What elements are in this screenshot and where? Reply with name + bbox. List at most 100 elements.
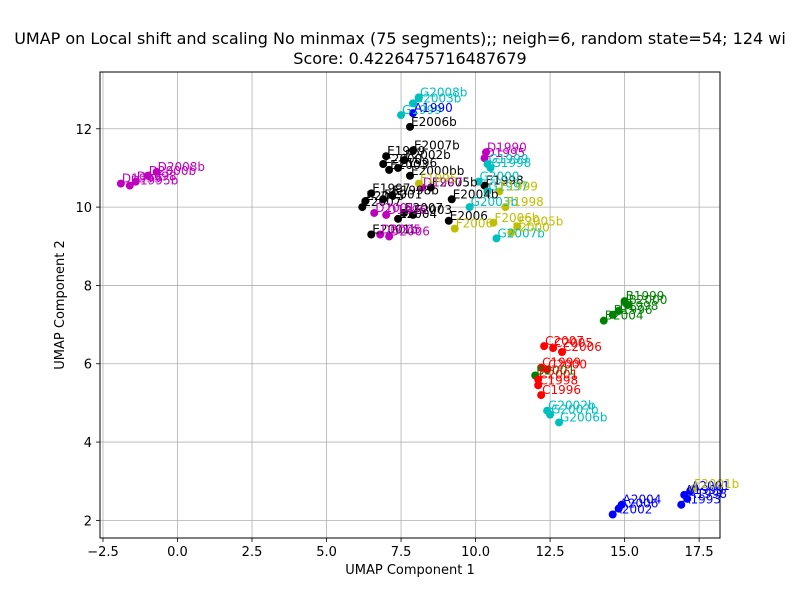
- data-point-label: G1999: [489, 152, 529, 166]
- x-tick-label: 15.0: [610, 545, 639, 560]
- data-points: [116, 93, 698, 519]
- data-point-label: E2007: [405, 201, 443, 215]
- data-point: [152, 167, 161, 176]
- x-tick-label: 7.5: [391, 545, 412, 560]
- x-tick-label: 17.5: [685, 545, 714, 560]
- x-tick-label: 2.5: [242, 545, 263, 560]
- data-point-label: E1997: [372, 181, 410, 195]
- y-tick-label: 12: [75, 123, 92, 138]
- data-point-label: C1999: [542, 356, 581, 370]
- x-tick-label: −2.5: [87, 545, 119, 560]
- data-point-label: D2000b: [149, 164, 196, 178]
- data-point-label: F2005b: [518, 215, 563, 229]
- data-point-label: D2005: [381, 223, 421, 237]
- data-point: [358, 203, 367, 212]
- y-tick-label: 4: [84, 436, 92, 451]
- data-point-label: G2002b: [548, 399, 595, 413]
- x-tick-label: 12.5: [536, 545, 565, 560]
- data-point: [385, 165, 394, 174]
- data-point: [376, 230, 385, 239]
- data-point: [397, 111, 406, 120]
- data-point-label: D1995b: [131, 174, 178, 188]
- data-point-label: B1999: [626, 289, 665, 303]
- data-point: [382, 210, 391, 219]
- data-point: [394, 214, 403, 223]
- data-point: [483, 187, 492, 196]
- data-point: [116, 179, 125, 188]
- plot-frame: [99, 71, 721, 539]
- data-point: [370, 208, 379, 217]
- data-point-label: A1999: [685, 483, 724, 497]
- data-point-label: B2001: [536, 363, 575, 377]
- data-point: [614, 306, 623, 315]
- x-tick-label: 10.0: [461, 545, 490, 560]
- data-point-label: E1998b: [393, 183, 439, 197]
- data-point-label: C2007: [545, 334, 584, 348]
- data-point-label: G1998: [491, 156, 531, 170]
- data-point: [367, 189, 376, 198]
- data-point-label: E2003: [390, 158, 428, 172]
- data-point-label: G2007b: [551, 403, 598, 417]
- data-point: [599, 316, 608, 325]
- data-point: [388, 191, 397, 200]
- data-point: [608, 310, 617, 319]
- data-point: [367, 230, 376, 239]
- data-point-label: E2007b: [414, 138, 460, 152]
- data-point: [614, 504, 623, 513]
- data-point: [382, 152, 391, 161]
- y-tick-label: 8: [84, 279, 92, 294]
- data-point: [555, 418, 564, 427]
- chart-subtitle: Score: 0.4226475716487679: [293, 49, 526, 68]
- data-point: [489, 218, 498, 227]
- data-point-label: A1993: [682, 493, 721, 507]
- data-point-label: D1996: [387, 203, 427, 217]
- data-point: [623, 301, 632, 309]
- data-point-label: E2000: [384, 152, 422, 166]
- data-point: [537, 391, 546, 400]
- data-point: [408, 99, 417, 108]
- y-axis-ticks: 2 4 6 8 10 12: [75, 123, 100, 529]
- data-point-label: D1997: [423, 176, 463, 190]
- data-point: [408, 146, 417, 155]
- data-point: [400, 156, 409, 165]
- y-tick-label: 2: [84, 514, 92, 529]
- x-tick-label: 5.0: [316, 545, 337, 560]
- x-axis-ticks: −2.5 0.0 2.5 5.0 7.5 10.0 12.5 15.0 17.5: [87, 538, 714, 560]
- data-point: [400, 208, 409, 217]
- data-point-label: G1997: [489, 179, 529, 193]
- data-point-label: E2006b: [411, 115, 457, 129]
- data-point-label: D2001: [375, 201, 415, 215]
- data-point-label: A1990: [414, 101, 453, 115]
- data-point-label: F2001b: [694, 477, 739, 491]
- data-point-label: C1996: [542, 383, 581, 397]
- data-point-label: G1999: [402, 103, 442, 117]
- data-point-label: A2004: [623, 493, 662, 507]
- data-point-label: B1998: [620, 299, 659, 313]
- data-point: [540, 342, 549, 351]
- data-point-label: E2005: [366, 189, 404, 203]
- chart-title: UMAP on Local shift and scaling No minma…: [14, 29, 786, 48]
- data-point: [689, 485, 698, 494]
- data-point-label: E2005b: [432, 176, 478, 190]
- data-point: [558, 347, 567, 356]
- data-point-label: E1998: [486, 174, 524, 188]
- y-tick-label: 10: [75, 201, 92, 216]
- data-point-label: A2002: [614, 503, 653, 517]
- data-point-label: E2001: [384, 187, 422, 201]
- data-point-label: F2006b: [494, 211, 539, 225]
- data-point: [486, 163, 495, 172]
- data-point-label: G2007b: [497, 226, 544, 240]
- data-point: [414, 93, 423, 102]
- data-point-label: C2000: [548, 358, 587, 372]
- data-point-label: E2000bb: [411, 164, 464, 178]
- data-point: [414, 179, 423, 188]
- data-point: [379, 160, 388, 169]
- data-point: [379, 195, 388, 204]
- data-point-label: F1998: [506, 195, 543, 209]
- data-point-label: G2003b: [414, 91, 461, 105]
- data-point-label: G2006b: [560, 410, 607, 424]
- data-point: [501, 203, 510, 212]
- data-point-label: B2004: [605, 309, 644, 323]
- data-point-label: A1998: [688, 487, 727, 501]
